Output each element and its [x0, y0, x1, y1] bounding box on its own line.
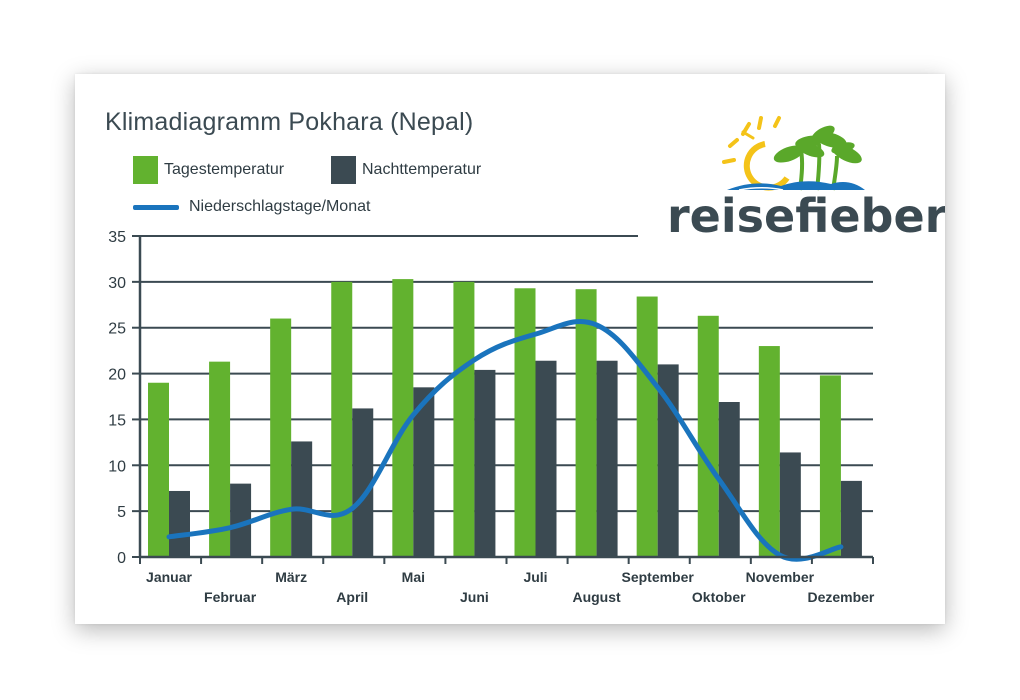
legend-label-tagestemperatur: Tagestemperatur	[164, 161, 285, 178]
month-label: April	[336, 589, 368, 605]
y-tick-label: 30	[108, 275, 126, 292]
bar-tagestemperatur	[636, 296, 658, 557]
bar-nachttemperatur	[230, 483, 252, 557]
y-tick-label: 25	[108, 321, 126, 338]
bar-tagestemperatur	[209, 361, 231, 557]
bar-nachttemperatur	[718, 402, 740, 557]
y-tick-label: 35	[108, 229, 126, 246]
legend-item-tagestemperatur: Tagestemperatur	[133, 156, 284, 184]
month-label: Mai	[402, 569, 425, 585]
bar-tagestemperatur	[331, 281, 353, 557]
legend-swatch-tagestemperatur	[133, 156, 158, 184]
grid-lines	[140, 235, 873, 513]
month-label: August	[572, 589, 621, 605]
legend-item-nachttemperatur: Nachttemperatur	[331, 156, 481, 184]
y-tick-label: 5	[117, 504, 126, 521]
month-label: Oktober	[692, 589, 746, 605]
axes	[132, 235, 874, 564]
bar-tagestemperatur	[697, 315, 719, 557]
climate-chart: 0 5 10 15 20 25 30 35 Januar Februar März April Mai…	[108, 229, 875, 605]
bar-nachttemperatur	[596, 360, 618, 557]
legend-item-niederschlagstage: Niederschlagstage/Monat	[133, 198, 370, 216]
x-axis-labels: Januar Februar März April Mai Juni Juli AugustS…	[146, 569, 875, 605]
y-tick-label: 15	[108, 412, 126, 429]
bar-nachttemperatur	[352, 408, 374, 557]
bar-nachttemperatur	[779, 452, 801, 557]
y-tick-label: 10	[108, 458, 126, 475]
month-label: Juni	[460, 589, 489, 605]
chart-title: Klimadiagramm Pokhara (Nepal)	[105, 108, 474, 136]
month-label: Januar	[146, 569, 192, 585]
month-label: September	[621, 569, 694, 585]
y-tick-label: 20	[108, 367, 126, 384]
bars	[148, 279, 862, 557]
bar-nachttemperatur	[291, 441, 313, 557]
month-label: November	[746, 569, 815, 585]
chart-card: Klimadiagramm Pokhara (Nepal) Tagestempe…	[75, 74, 945, 624]
bar-tagestemperatur	[270, 318, 292, 557]
bar-tagestemperatur	[575, 289, 597, 557]
legend-swatch-nachttemperatur	[331, 156, 356, 184]
month-label: Dezember	[807, 589, 874, 605]
bar-tagestemperatur	[514, 288, 536, 557]
legend-label-niederschlagstage: Niederschlagstage/Monat	[189, 198, 371, 215]
month-label: Juli	[523, 569, 547, 585]
bar-nachttemperatur	[840, 480, 862, 557]
month-label: Februar	[204, 589, 257, 605]
y-axis-ticks: 0 5 10 15 20 25 30 35	[108, 229, 126, 567]
bar-nachttemperatur	[474, 369, 496, 557]
bar-tagestemperatur	[758, 346, 780, 557]
bar-nachttemperatur	[169, 490, 190, 557]
bar-tagestemperatur	[392, 279, 414, 557]
month-label: März	[275, 569, 307, 585]
legend-swatch-niederschlagstage	[133, 204, 179, 210]
y-tick-label: 0	[117, 550, 126, 567]
bar-tagestemperatur	[148, 382, 169, 557]
bar-nachttemperatur	[535, 360, 557, 557]
line-niederschlagstage	[166, 319, 844, 562]
bar-tagestemperatur	[453, 281, 475, 557]
bar-tagestemperatur	[819, 375, 841, 557]
legend-label-nachttemperatur: Nachttemperatur	[362, 161, 482, 178]
bar-nachttemperatur	[413, 387, 435, 557]
